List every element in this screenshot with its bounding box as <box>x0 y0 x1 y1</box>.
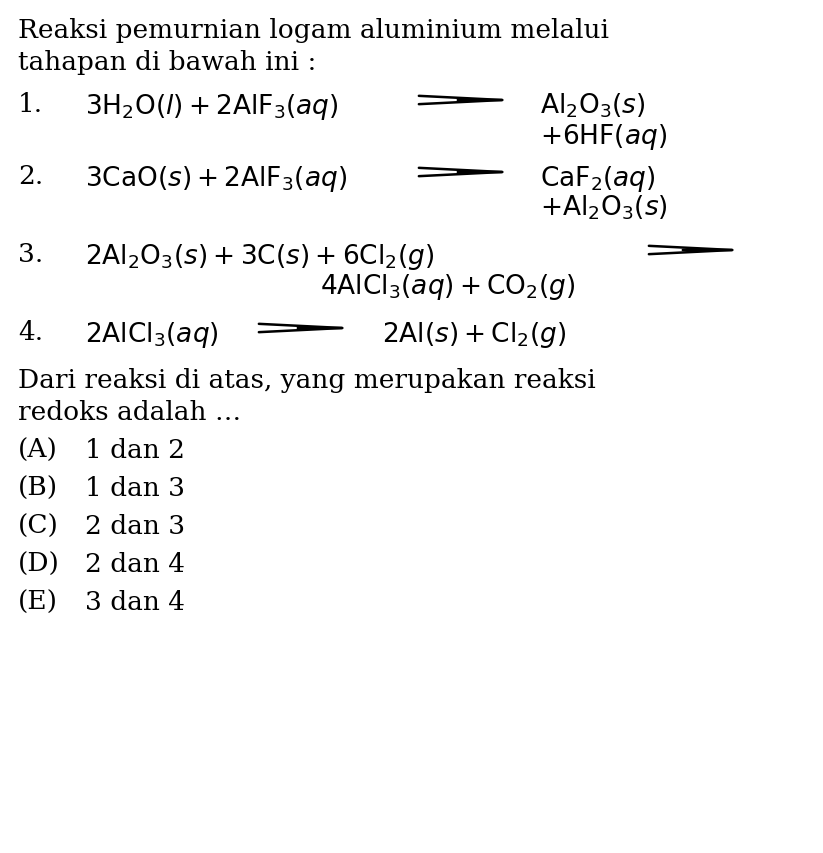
Text: 3 dan 4: 3 dan 4 <box>85 589 185 614</box>
Text: tahapan di bawah ini :: tahapan di bawah ini : <box>18 50 316 75</box>
Text: $\mathrm{4AlCl_3(}$$\mathit{aq}$$\mathrm{) + CO_2(}$$\mathit{g}$$\mathrm{)}$: $\mathrm{4AlCl_3(}$$\mathit{aq}$$\mathrm… <box>320 272 575 302</box>
Text: $\mathrm{3CaO(}$$\mathit{s}$$\mathrm{) + 2AlF_3(}$$\mathit{aq}$$\mathrm{)}$: $\mathrm{3CaO(}$$\mathit{s}$$\mathrm{) +… <box>85 164 347 194</box>
Text: $\mathrm{Al_2O_3(}$$\mathit{s}$$\mathrm{)}$: $\mathrm{Al_2O_3(}$$\mathit{s}$$\mathrm{… <box>540 92 646 120</box>
Text: $\mathrm{+6HF(}$$\mathit{aq}$$\mathrm{)}$: $\mathrm{+6HF(}$$\mathit{aq}$$\mathrm{)}… <box>540 122 667 152</box>
Text: Reaksi pemurnian logam aluminium melalui: Reaksi pemurnian logam aluminium melalui <box>18 18 609 43</box>
Text: $\mathrm{2Al(}$$\mathit{s}$$\mathrm{) +Cl_2(}$$\mathit{g}$$\mathrm{)}$: $\mathrm{2Al(}$$\mathit{s}$$\mathrm{) +C… <box>382 320 566 350</box>
Text: 1.: 1. <box>18 92 43 117</box>
Text: redoks adalah …: redoks adalah … <box>18 399 241 425</box>
Text: (A): (A) <box>18 438 58 462</box>
Text: (D): (D) <box>18 551 60 577</box>
Text: $\mathrm{CaF_2(}$$\mathit{aq}$$\mathrm{)}$: $\mathrm{CaF_2(}$$\mathit{aq}$$\mathrm{)… <box>540 164 656 194</box>
Text: (E): (E) <box>18 589 58 614</box>
Text: 4.: 4. <box>18 320 43 345</box>
Text: $\mathrm{+ Al_2O_3(}$$\mathit{s}$$\mathrm{)}$: $\mathrm{+ Al_2O_3(}$$\mathit{s}$$\mathr… <box>540 194 667 223</box>
Text: $\mathrm{3H_2O(}$$\mathit{l}$$\mathrm{) + 2AlF_3(}$$\mathit{aq}$$\mathrm{)}$: $\mathrm{3H_2O(}$$\mathit{l}$$\mathrm{) … <box>85 92 339 122</box>
Text: 2 dan 3: 2 dan 3 <box>85 514 185 538</box>
Text: Dari reaksi di atas, yang merupakan reaksi: Dari reaksi di atas, yang merupakan reak… <box>18 368 596 392</box>
Text: (C): (C) <box>18 514 59 538</box>
Text: (B): (B) <box>18 475 58 501</box>
Text: 1 dan 3: 1 dan 3 <box>85 475 185 501</box>
Text: 1 dan 2: 1 dan 2 <box>85 438 185 462</box>
Text: $\mathrm{2AlCl_3(}$$\mathit{aq}$$\mathrm{)}$: $\mathrm{2AlCl_3(}$$\mathit{aq}$$\mathrm… <box>85 320 219 350</box>
Text: $\mathrm{2Al_2O_3(}$$\mathit{s}$$\mathrm{) + 3C(}$$\mathit{s}$$\mathrm{) + 6Cl_2: $\mathrm{2Al_2O_3(}$$\mathit{s}$$\mathrm… <box>85 241 435 272</box>
Text: 3.: 3. <box>18 241 44 267</box>
Text: 2 dan 4: 2 dan 4 <box>85 551 185 577</box>
Text: 2.: 2. <box>18 164 44 189</box>
